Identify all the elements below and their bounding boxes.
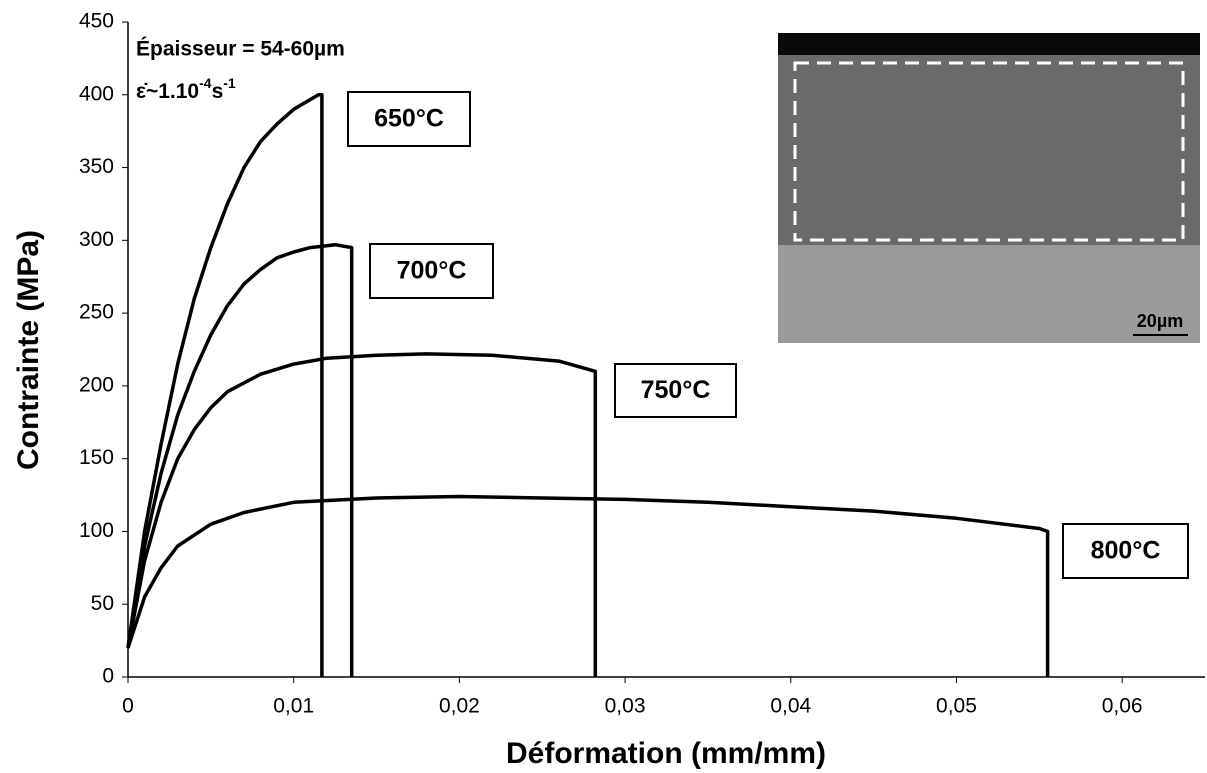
rate-exp: -1	[223, 75, 236, 91]
series-line	[126, 93, 324, 677]
series-label: 650°C	[374, 105, 444, 133]
y-tick-label: 350	[79, 155, 114, 178]
y-tick-label: 0	[102, 665, 114, 688]
series-line	[126, 494, 1050, 677]
annotation: Épaisseur = 54-60µm	[136, 38, 345, 61]
x-axis-title: Déformation (mm/mm)	[506, 737, 826, 770]
y-tick-label: 250	[79, 301, 114, 324]
inset-top	[778, 33, 1200, 55]
y-tick-label: 200	[79, 373, 114, 396]
x-tick-label: 0,03	[605, 695, 646, 718]
x-tick-label: 0,04	[770, 695, 811, 718]
x-tick-label: 0,05	[936, 695, 977, 718]
inset-substrate	[778, 245, 1200, 343]
y-tick-label: 100	[79, 519, 114, 542]
x-tick-label: 0,02	[439, 695, 480, 718]
rate-text: ~1.10	[146, 80, 199, 103]
rate-annotation: ε̇~1.10-4s-1	[136, 75, 236, 103]
inset-dashed-box	[793, 61, 1185, 242]
rate-symbol: ε̇	[136, 80, 148, 103]
series-label: 750°C	[641, 376, 711, 404]
y-axis-title: Contrainte (MPa)	[12, 230, 45, 470]
series-label-box	[1062, 523, 1189, 579]
inset-micrograph: 20µm	[778, 33, 1200, 343]
series-label: 800°C	[1091, 537, 1161, 565]
rate-unit: s	[212, 80, 224, 103]
y-tick-label: 450	[79, 10, 114, 33]
inset-layer	[778, 55, 1200, 245]
series-label-box	[347, 91, 471, 147]
series-line	[126, 242, 354, 677]
series-line	[126, 352, 598, 677]
series-label-box	[614, 363, 737, 418]
rate-exp: -4	[199, 75, 212, 91]
series-label-box	[369, 243, 494, 299]
y-tick-label: 300	[79, 228, 114, 251]
y-tick-label: 150	[79, 446, 114, 469]
series-label: 700°C	[397, 257, 467, 285]
inset-scale-label: 20µm	[1137, 311, 1183, 331]
y-tick-label: 400	[79, 82, 114, 105]
x-tick-label: 0	[122, 695, 134, 718]
x-tick-label: 0,01	[273, 695, 314, 718]
x-tick-label: 0,06	[1102, 695, 1143, 718]
y-tick-label: 50	[91, 592, 114, 615]
